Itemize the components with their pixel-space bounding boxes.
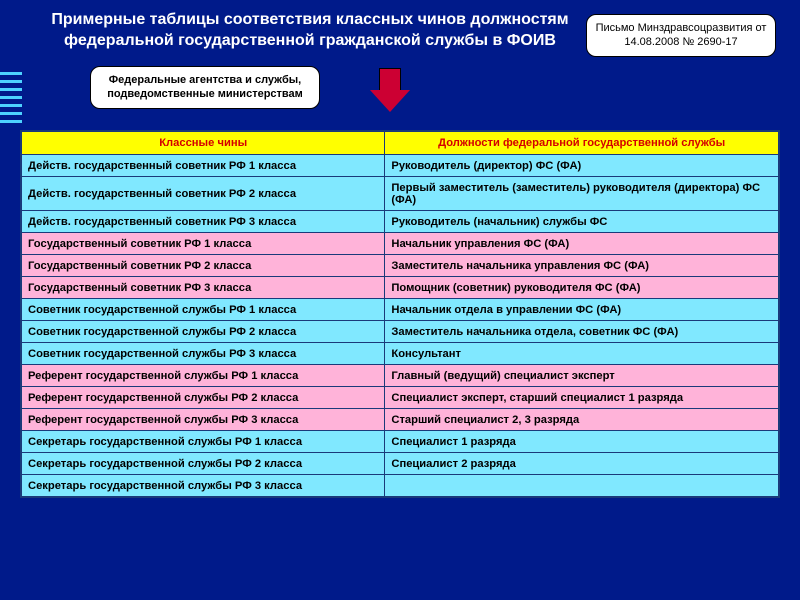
position-cell: Руководитель (директор) ФС (ФА) — [385, 155, 779, 177]
rank-cell: Референт государственной службы РФ 1 кла… — [22, 365, 385, 387]
table-row: Советник государственной службы РФ 2 кла… — [22, 321, 779, 343]
table-row: Государственный советник РФ 1 классаНача… — [22, 233, 779, 255]
rank-cell: Секретарь государственной службы РФ 1 кл… — [22, 431, 385, 453]
position-cell: Консультант — [385, 343, 779, 365]
position-cell: Главный (ведущий) специалист эксперт — [385, 365, 779, 387]
decoration-bars — [0, 72, 22, 128]
position-cell: Начальник отдела в управлении ФС (ФА) — [385, 299, 779, 321]
position-cell: Начальник управления ФС (ФА) — [385, 233, 779, 255]
rank-cell: Государственный советник РФ 3 класса — [22, 277, 385, 299]
correspondence-table: Классные чины Должности федеральной госу… — [20, 130, 780, 498]
position-cell: Заместитель начальника отдела, советник … — [385, 321, 779, 343]
rank-cell: Государственный советник РФ 1 класса — [22, 233, 385, 255]
table-row: Действ. государственный советник РФ 3 кл… — [22, 211, 779, 233]
table-row: Государственный советник РФ 3 классаПомо… — [22, 277, 779, 299]
table-row: Секретарь государственной службы РФ 1 кл… — [22, 431, 779, 453]
table-header-ranks: Классные чины — [22, 132, 385, 155]
rank-cell: Советник государственной службы РФ 3 кла… — [22, 343, 385, 365]
rank-cell: Референт государственной службы РФ 2 кла… — [22, 387, 385, 409]
table-row: Действ. государственный советник РФ 2 кл… — [22, 177, 779, 211]
table-row: Секретарь государственной службы РФ 3 кл… — [22, 475, 779, 497]
position-cell: Первый заместитель (заместитель) руковод… — [385, 177, 779, 211]
table-row: Советник государственной службы РФ 3 кла… — [22, 343, 779, 365]
position-cell: Заместитель начальника управления ФС (ФА… — [385, 255, 779, 277]
position-cell: Помощник (советник) руководителя ФС (ФА) — [385, 277, 779, 299]
rank-cell: Советник государственной службы РФ 1 кла… — [22, 299, 385, 321]
position-cell: Специалист эксперт, старший специалист 1… — [385, 387, 779, 409]
position-cell: Специалист 2 разряда — [385, 453, 779, 475]
table-row: Государственный советник РФ 2 классаЗаме… — [22, 255, 779, 277]
table-row: Действ. государственный советник РФ 1 кл… — [22, 155, 779, 177]
rank-cell: Государственный советник РФ 2 класса — [22, 255, 385, 277]
table-row: Референт государственной службы РФ 1 кла… — [22, 365, 779, 387]
callout-subject: Федеральные агентства и службы, подведом… — [90, 66, 320, 109]
position-cell: Специалист 1 разряда — [385, 431, 779, 453]
position-cell: Старший специалист 2, 3 разряда — [385, 409, 779, 431]
callout-reference: Письмо Минздравсоцразвития от 14.08.2008… — [586, 14, 776, 57]
rank-cell: Советник государственной службы РФ 2 кла… — [22, 321, 385, 343]
rank-cell: Секретарь государственной службы РФ 2 кл… — [22, 453, 385, 475]
position-cell — [385, 475, 779, 497]
rank-cell: Действ. государственный советник РФ 2 кл… — [22, 177, 385, 211]
table-row: Референт государственной службы РФ 2 кла… — [22, 387, 779, 409]
rank-cell: Референт государственной службы РФ 3 кла… — [22, 409, 385, 431]
table-row: Референт государственной службы РФ 3 кла… — [22, 409, 779, 431]
table-row: Советник государственной службы РФ 1 кла… — [22, 299, 779, 321]
position-cell: Руководитель (начальник) службы ФС — [385, 211, 779, 233]
table-row: Секретарь государственной службы РФ 2 кл… — [22, 453, 779, 475]
rank-cell: Действ. государственный советник РФ 3 кл… — [22, 211, 385, 233]
table-header-positions: Должности федеральной государственной сл… — [385, 132, 779, 155]
rank-cell: Секретарь государственной службы РФ 3 кл… — [22, 475, 385, 497]
arrow-down-icon — [370, 68, 410, 118]
rank-cell: Действ. государственный советник РФ 1 кл… — [22, 155, 385, 177]
